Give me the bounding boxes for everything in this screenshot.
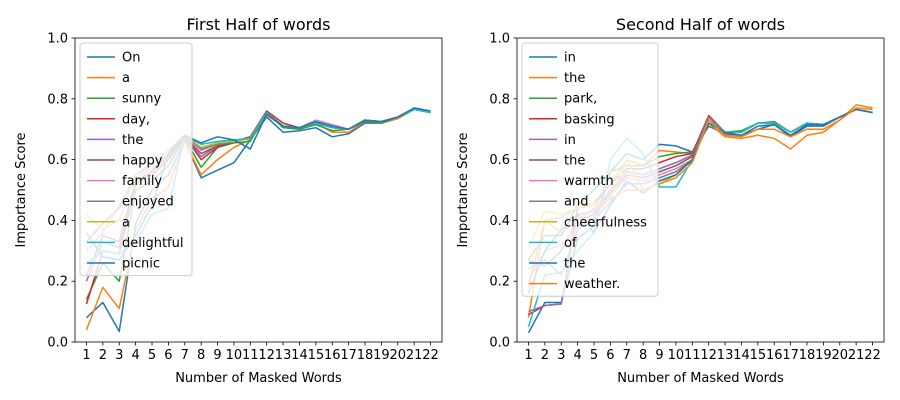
right-x-tick-label: 9 (655, 348, 663, 363)
right-x-tick-label: 2 (541, 348, 549, 363)
right-x-tick-label: 16 (766, 348, 783, 363)
right-x-tick-label: 10 (668, 348, 685, 363)
left-x-ticks: 1 2 3 4 5 6 7 8 9 10 11 12 13 14 15 16 17 18 19 20 21 22 (82, 342, 439, 363)
left-y-ticks: 0.0 0.2 0.4 0.6 0.8 1.0 (47, 32, 75, 351)
left-x-tick-label: 12 (258, 348, 275, 363)
left-y-tick-label: 0.8 (47, 92, 68, 107)
right-y-ticks: 0.0 0.2 0.4 0.6 0.8 1.0 (489, 32, 517, 351)
left-y-tick-label: 0.6 (47, 153, 68, 168)
left-x-tick-label: 22 (422, 348, 439, 363)
right-x-tick-label: 20 (831, 348, 848, 363)
left-y-tick-label: 0.2 (47, 275, 68, 290)
left-x-tick-label: 9 (213, 348, 221, 363)
right-x-axis-label: Number of Masked Words (617, 371, 784, 386)
right-y-tick-label: 0.2 (489, 275, 510, 290)
right-legend-label: basking (564, 112, 615, 127)
right-x-tick-label: 1 (524, 348, 532, 363)
left-legend-label: happy (122, 154, 163, 169)
right-x-tick-label: 3 (557, 348, 565, 363)
left-x-tick-label: 13 (275, 348, 292, 363)
right-legend-label: cheerfulness (564, 215, 647, 230)
right-x-tick-label: 14 (733, 348, 750, 363)
right-legend-label: the (564, 154, 585, 169)
left-x-tick-label: 5 (148, 348, 156, 363)
right-x-tick-label: 17 (782, 348, 799, 363)
left-x-tick-label: 11 (242, 348, 259, 363)
left-y-tick-label: 0.4 (47, 214, 68, 229)
right-y-axis-label: Importance Score (456, 132, 471, 247)
right-x-tick-label: 12 (700, 348, 717, 363)
left-chart-panel: First Half of words Number of Masked Wor… (14, 15, 443, 386)
right-legend-label: warmth (564, 174, 614, 189)
left-legend-label: sunny (122, 92, 161, 107)
right-x-tick-label: 15 (750, 348, 767, 363)
left-x-tick-label: 3 (115, 348, 123, 363)
right-chart-title: Second Half of words (616, 15, 785, 34)
left-x-tick-label: 6 (164, 348, 172, 363)
right-x-tick-label: 5 (590, 348, 598, 363)
right-legend-label: park, (564, 92, 597, 107)
left-x-tick-label: 21 (406, 348, 423, 363)
right-x-tick-label: 4 (573, 348, 581, 363)
left-legend-label: a (122, 71, 130, 86)
right-legend-label: and (564, 195, 588, 210)
left-x-tick-label: 17 (340, 348, 357, 363)
right-legend-box (521, 42, 659, 297)
left-x-tick-label: 19 (373, 348, 390, 363)
left-legend-label: delightful (122, 236, 184, 251)
right-y-tick-label: 0.0 (489, 336, 510, 351)
right-legend-label: the (564, 71, 585, 86)
left-plot-frame (74, 37, 443, 343)
left-x-tick-label: 4 (131, 348, 139, 363)
left-legend-label: a (122, 215, 130, 230)
right-chart-panel: Second Half of words Number of Masked Wo… (456, 15, 885, 386)
left-legend-box (79, 42, 193, 277)
right-x-tick-label: 8 (639, 348, 647, 363)
left-x-tick-label: 15 (308, 348, 325, 363)
left-legend-label: enjoyed (122, 195, 174, 210)
right-x-tick-label: 18 (799, 348, 816, 363)
right-y-tick-label: 1.0 (489, 32, 510, 47)
left-x-tick-label: 16 (324, 348, 341, 363)
left-legend-label: day, (122, 112, 150, 127)
left-x-tick-label: 18 (357, 348, 374, 363)
right-x-tick-label: 7 (623, 348, 631, 363)
left-x-tick-label: 8 (197, 348, 205, 363)
right-y-tick-label: 0.6 (489, 153, 510, 168)
right-x-tick-label: 21 (848, 348, 865, 363)
left-y-axis-label: Importance Score (14, 132, 29, 247)
right-x-tick-label: 11 (684, 348, 701, 363)
left-x-tick-label: 14 (291, 348, 308, 363)
left-x-tick-label: 7 (181, 348, 189, 363)
right-legend-label: weather. (564, 277, 620, 292)
right-x-ticks: 1 2 3 4 5 6 7 8 9 10 11 12 13 14 15 16 17 18 19 20 21 22 (524, 342, 881, 363)
right-legend: in the park, basking in the warmth and cheerfuln… (521, 42, 659, 297)
left-x-axis-label: Number of Masked Words (175, 371, 342, 386)
right-legend-label: in (564, 51, 576, 66)
left-x-tick-label: 20 (389, 348, 406, 363)
left-legend: On a sunny day, the happy family enjoyed a deligh… (79, 42, 193, 277)
right-legend-label: the (564, 257, 585, 272)
right-legend-label: in (564, 133, 576, 148)
left-legend-label: family (122, 174, 162, 189)
left-legend-label: the (122, 133, 143, 148)
right-x-tick-label: 19 (815, 348, 832, 363)
right-y-tick-label: 0.4 (489, 214, 510, 229)
right-y-tick-label: 0.8 (489, 92, 510, 107)
left-x-tick-label: 10 (226, 348, 243, 363)
right-x-tick-label: 13 (717, 348, 734, 363)
left-x-tick-label: 1 (82, 348, 90, 363)
left-legend-label: On (122, 51, 140, 66)
right-legend-label: of (564, 236, 577, 251)
left-y-tick-label: 1.0 (47, 32, 68, 47)
left-x-tick-label: 2 (99, 348, 107, 363)
right-x-tick-label: 6 (606, 348, 614, 363)
right-x-tick-label: 22 (864, 348, 881, 363)
right-plot-frame (516, 37, 885, 343)
left-y-tick-label: 0.0 (47, 336, 68, 351)
left-chart-title: First Half of words (187, 15, 331, 34)
left-legend-label: picnic (122, 257, 160, 272)
